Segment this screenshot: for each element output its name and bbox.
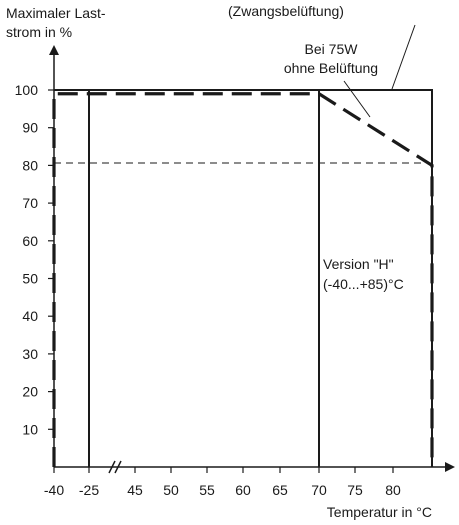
y-tick-label-40: 40	[22, 308, 38, 324]
x-tick-label--25: -25	[79, 482, 99, 498]
y-tick-label-50: 50	[22, 271, 38, 287]
axis-break	[108, 460, 122, 474]
y-axis-label-line-2: strom in %	[6, 24, 72, 40]
top-annotation: (Zwangsbelüftung)	[228, 3, 344, 19]
series-line-3	[52, 92, 434, 467]
x-tick-label-60: 60	[235, 482, 251, 498]
top-annotation-leader	[391, 24, 416, 90]
y-tick-label-20: 20	[22, 384, 38, 400]
y-tick-label-100: 100	[15, 82, 39, 98]
series-line-1	[88, 89, 320, 467]
annotation-version-line-1: Version "H"	[323, 256, 394, 272]
annotation-75w-leader	[343, 80, 371, 118]
y-tick-label-90: 90	[22, 120, 38, 136]
y-tick-label-80: 80	[22, 157, 38, 173]
x-tick-label-75: 75	[347, 482, 363, 498]
y-ticks: 10 20 30 40 50 60 70 80 90 100	[15, 82, 54, 437]
x-tick-label-70: 70	[311, 482, 327, 498]
x-tick-label-65: 65	[272, 482, 288, 498]
x-tick-label-50: 50	[163, 482, 179, 498]
x-tick-label-80: 80	[385, 482, 401, 498]
y-tick-label-10: 10	[22, 421, 38, 437]
x-tick-label-45: 45	[127, 482, 143, 498]
x-ticks: -40 -25 45 50 55 60 65 70 75 80	[44, 467, 401, 498]
y-axis-label-line-1: Maximaler Last-	[6, 5, 106, 21]
annotation-version-line-2: (-40...+85)°C	[323, 276, 404, 292]
series-layer	[52, 89, 434, 467]
x-axis-label: Temperatur in °C	[327, 504, 432, 520]
y-tick-label-30: 30	[22, 346, 38, 362]
x-tick-label-55: 55	[199, 482, 215, 498]
annotation-75w-line-1: Bei 75W	[305, 41, 359, 57]
y-tick-label-60: 60	[22, 233, 38, 249]
annotation-75w-line-2: ohne Belüftung	[284, 60, 378, 76]
y-tick-label-70: 70	[22, 195, 38, 211]
x-tick-label--40: -40	[44, 482, 64, 498]
